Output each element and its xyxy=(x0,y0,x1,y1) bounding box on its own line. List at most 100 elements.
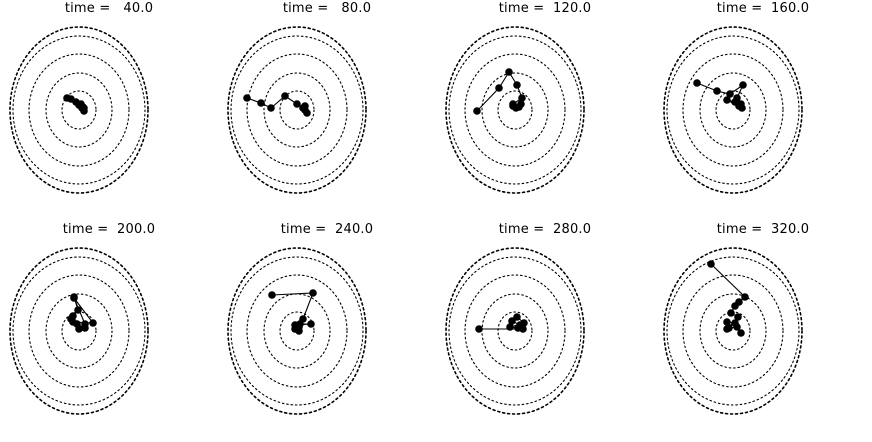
data-point-5 xyxy=(518,94,526,102)
ring-3 xyxy=(464,53,566,167)
ring-2 xyxy=(263,72,331,148)
ring-2 xyxy=(699,72,767,148)
ring-1 xyxy=(279,90,315,130)
data-point-6 xyxy=(734,313,742,321)
panel-title: time = 160.0 xyxy=(716,1,810,16)
orbit-plot xyxy=(227,26,367,194)
panel-time-280: time = 280.0 xyxy=(436,221,654,442)
ring-1 xyxy=(715,311,751,351)
ring-1 xyxy=(61,90,97,130)
orbit-plot xyxy=(663,26,803,194)
data-point-8 xyxy=(516,321,524,329)
panel-title: time = 320.0 xyxy=(716,222,810,237)
panel-time-320: time = 320.0 xyxy=(654,221,872,442)
ring-1 xyxy=(279,311,315,351)
orbit-plot xyxy=(227,247,367,415)
panel-title: time = 80.0 xyxy=(282,1,372,16)
data-point-10 xyxy=(512,104,520,112)
data-point-9 xyxy=(89,319,97,327)
data-point-4 xyxy=(513,81,521,89)
outer-ring xyxy=(663,26,803,194)
data-point-2 xyxy=(74,306,82,314)
data-point-4 xyxy=(731,302,739,310)
data-point-10 xyxy=(738,104,746,112)
panel-time-80: time = 80.0 xyxy=(218,0,436,221)
data-point-2 xyxy=(309,289,317,297)
panel-time-160: time = 160.0 xyxy=(654,0,872,221)
ring-1 xyxy=(497,311,533,351)
panel-title: time = 240.0 xyxy=(280,222,374,237)
outer-ring xyxy=(9,247,149,415)
ring-3 xyxy=(28,274,130,388)
data-point-6 xyxy=(295,327,303,335)
ring-2 xyxy=(45,72,113,148)
panel-time-120: time = 120.0 xyxy=(436,0,654,221)
panel-time-40: time = 40.0 xyxy=(0,0,218,221)
outer-ring xyxy=(227,26,367,194)
ring-4 xyxy=(666,256,800,406)
data-point-1 xyxy=(693,79,701,87)
data-point-5 xyxy=(293,100,301,108)
data-point-4 xyxy=(739,81,747,89)
data-point-11 xyxy=(733,323,741,331)
panel-title: time = 200.0 xyxy=(62,222,156,237)
ring-3 xyxy=(682,53,784,167)
ring-4 xyxy=(12,35,146,185)
ring-4 xyxy=(230,35,364,185)
data-point-9 xyxy=(296,320,304,328)
orbit-plot xyxy=(663,247,803,415)
orbit-plot xyxy=(445,26,585,194)
orbit-plot xyxy=(445,247,585,415)
data-point-8 xyxy=(723,96,731,104)
data-point-8 xyxy=(307,320,315,328)
data-point-10 xyxy=(725,324,733,332)
data-point-1 xyxy=(243,94,251,102)
panel-title: time = 280.0 xyxy=(498,222,592,237)
data-point-1 xyxy=(475,325,483,333)
ring-3 xyxy=(28,53,130,167)
data-point-10 xyxy=(70,294,78,302)
ring-1 xyxy=(497,90,533,130)
ring-4 xyxy=(448,256,582,406)
data-point-3 xyxy=(726,90,734,98)
data-point-9 xyxy=(80,104,88,112)
data-point-1 xyxy=(268,291,276,299)
panel-title: time = 40.0 xyxy=(64,1,154,16)
orbit-plot xyxy=(9,247,149,415)
ring-2 xyxy=(45,293,113,369)
data-point-4 xyxy=(506,323,514,331)
outer-ring xyxy=(663,247,803,415)
ring-3 xyxy=(464,274,566,388)
outer-ring xyxy=(227,247,367,415)
data-point-3 xyxy=(267,104,275,112)
data-point-1 xyxy=(707,260,715,268)
data-point-1 xyxy=(473,107,481,115)
panel-time-200: time = 200.0 xyxy=(0,221,218,442)
data-point-8 xyxy=(303,109,311,117)
ring-4 xyxy=(12,256,146,406)
ring-4 xyxy=(448,35,582,185)
data-point-2 xyxy=(713,87,721,95)
data-point-2 xyxy=(495,84,503,92)
data-point-7 xyxy=(508,317,516,325)
ring-3 xyxy=(246,274,348,388)
ring-2 xyxy=(699,293,767,369)
ring-1 xyxy=(715,90,751,130)
ring-3 xyxy=(246,53,348,167)
data-point-5 xyxy=(727,309,735,317)
data-point-3 xyxy=(505,68,513,76)
ring-4 xyxy=(666,35,800,185)
data-point-11 xyxy=(81,320,89,328)
panel-time-240: time = 240.0 xyxy=(218,221,436,442)
outer-ring xyxy=(445,26,585,194)
data-point-9 xyxy=(723,318,731,326)
data-point-9 xyxy=(301,102,309,110)
data-point-12 xyxy=(737,329,745,337)
data-point-2 xyxy=(257,99,265,107)
outer-ring xyxy=(445,247,585,415)
data-point-2 xyxy=(741,293,749,301)
ring-2 xyxy=(481,72,549,148)
data-point-4 xyxy=(281,92,289,100)
orbit-plot xyxy=(9,26,149,194)
